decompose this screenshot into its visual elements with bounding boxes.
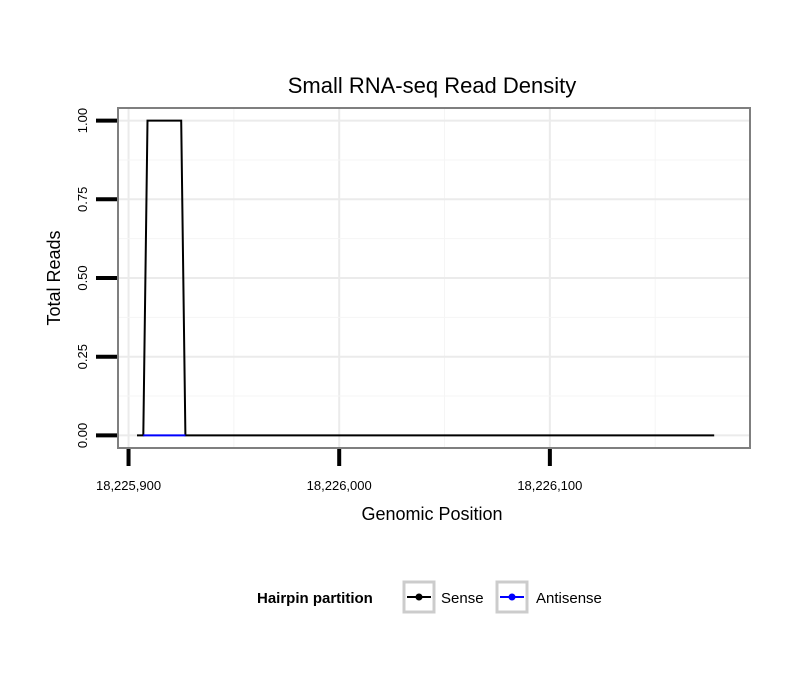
legend-title: Hairpin partition [257, 590, 373, 607]
x-tick-label: 18,225,900 [96, 478, 161, 493]
legend-point-sense [415, 593, 423, 601]
y-tick-label: 0.50 [75, 265, 90, 290]
x-axis: 18,225,900 18,226,000 18,226,100 [96, 449, 582, 493]
y-axis-title: Total Reads [44, 230, 64, 325]
grid [118, 108, 750, 448]
chart-title: Small RNA-seq Read Density [288, 73, 577, 98]
legend-label-antisense: Antisense [536, 590, 602, 607]
y-tick-label: 0.75 [75, 187, 90, 212]
x-axis-title: Genomic Position [361, 504, 502, 524]
legend-label-sense: Sense [441, 590, 484, 607]
series-layer [137, 119, 715, 437]
y-tick-label: 0.25 [75, 344, 90, 369]
legend-item-antisense: Antisense [495, 580, 602, 614]
legend-item-sense: Sense [402, 580, 484, 614]
plot-panel-border [117, 107, 751, 449]
y-tick-label: 1.00 [75, 108, 90, 133]
x-tick-label: 18,226,000 [307, 478, 372, 493]
series-line-sense [137, 119, 715, 437]
x-tick-label: 18,226,100 [517, 478, 582, 493]
y-axis: 0.00 0.25 0.50 0.75 1.00 [75, 108, 117, 448]
legend-point-antisense [508, 593, 516, 601]
y-tick-label: 0.00 [75, 423, 90, 448]
legend: Hairpin partition Sense Antisense [257, 580, 602, 614]
